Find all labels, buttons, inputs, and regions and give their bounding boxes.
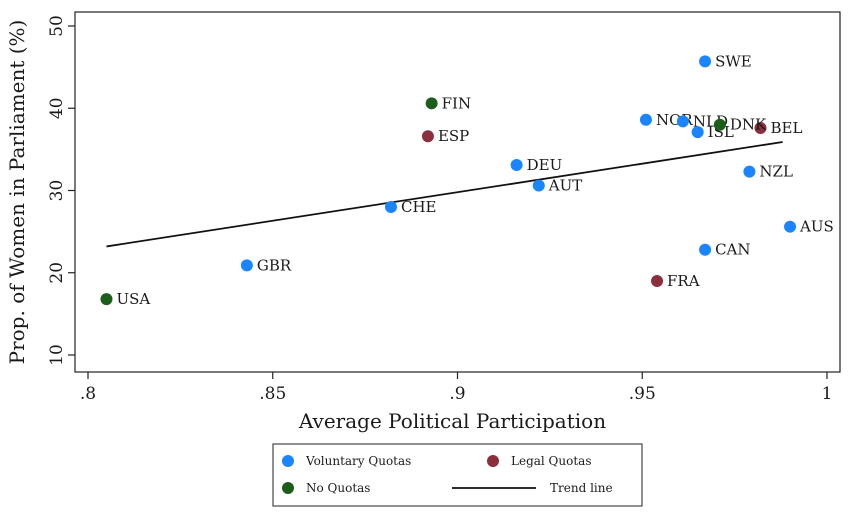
- y-tick-label: 50: [47, 15, 67, 37]
- legend-label: Trend line: [550, 481, 613, 495]
- y-tick-label: 40: [47, 97, 67, 119]
- y-axis-title: Prop. of Women in Parliament (%): [5, 20, 29, 365]
- point-label-isl: ISL: [708, 123, 734, 141]
- legend-marker: [487, 455, 499, 467]
- data-point-can: [699, 243, 712, 256]
- data-point-che: [384, 200, 397, 213]
- data-point-aus: [784, 220, 797, 233]
- point-label-usa: USA: [116, 290, 150, 308]
- legend: Voluntary Quotas Legal Quotas No Quotas Tre…: [272, 443, 643, 507]
- y-tick-label: 10: [47, 344, 67, 366]
- x-tick-label: .8: [80, 384, 96, 404]
- point-label-gbr: GBR: [257, 256, 292, 274]
- legend-frame: [272, 443, 643, 507]
- point-label-aus: AUS: [799, 218, 834, 236]
- y-tick-label: 20: [47, 262, 67, 284]
- y-tick-label: 30: [47, 180, 67, 202]
- legend-label: Voluntary Quotas: [305, 454, 411, 468]
- data-point-aut: [532, 179, 545, 192]
- point-label-che: CHE: [401, 198, 437, 216]
- legend-marker: [282, 455, 294, 467]
- x-tick-label: .95: [629, 384, 656, 404]
- point-label-deu: DEU: [527, 156, 563, 174]
- legend-label: No Quotas: [306, 481, 370, 495]
- point-label-can: CAN: [715, 241, 750, 259]
- data-point-nld: [676, 115, 689, 128]
- data-point-nzl: [743, 165, 756, 178]
- point-label-fin: FIN: [442, 94, 471, 112]
- data-point-fin: [425, 97, 438, 110]
- x-tick-label: .9: [449, 384, 465, 404]
- data-point-dnk: [713, 118, 726, 131]
- point-label-fra: FRA: [667, 272, 700, 290]
- point-label-bel: BEL: [770, 119, 802, 137]
- data-point-usa: [100, 293, 113, 306]
- point-label-aut: AUT: [548, 177, 582, 195]
- data-point-isl: [691, 126, 704, 139]
- x-axis-title: Average Political Participation: [298, 409, 606, 433]
- trend-line: [106, 141, 783, 248]
- plot-area: .8 .85 .9 .95 1 10 20 30 40 50 Average Political P…: [5, 11, 841, 433]
- data-point-bel: [754, 121, 767, 134]
- data-point-fra: [651, 274, 664, 287]
- data-point-gbr: [240, 259, 253, 272]
- data-point-esp: [421, 130, 434, 143]
- data-point-nor: [639, 113, 652, 126]
- legend-marker: [282, 482, 294, 494]
- x-tick-label: .85: [259, 384, 286, 404]
- x-tick-label: 1: [822, 384, 833, 404]
- point-label-dnk: DNK: [730, 116, 767, 134]
- legend-label: Legal Quotas: [511, 454, 591, 468]
- data-point-swe: [699, 55, 712, 68]
- point-label-esp: ESP: [438, 127, 469, 145]
- point-label-nzl: NZL: [759, 163, 793, 181]
- point-label-swe: SWE: [715, 52, 752, 70]
- data-point-deu: [510, 159, 523, 172]
